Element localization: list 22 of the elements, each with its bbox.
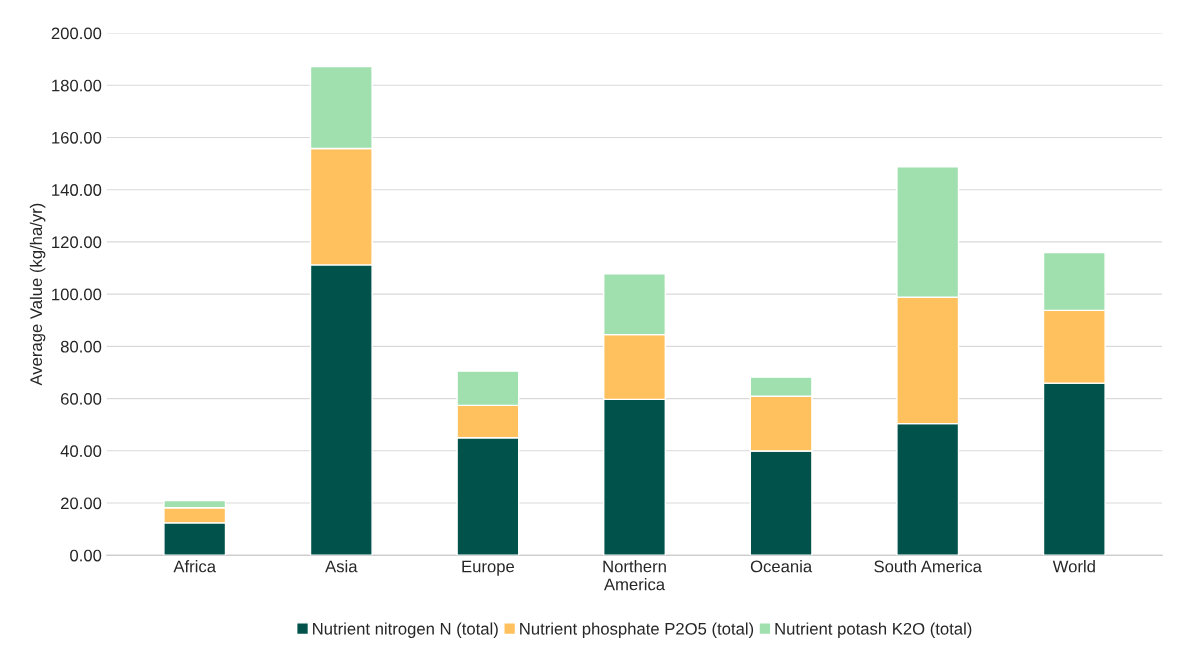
x-tick-label: Northern America <box>603 560 666 591</box>
y-tick-label: 80.00 <box>60 340 102 353</box>
x-tick-label: Oceania <box>750 560 813 573</box>
legend-label: Nutrient phosphate P2O5 (total) <box>520 622 754 638</box>
x-tick-label: Asia <box>325 560 358 573</box>
y-tick-label: 140.00 <box>52 184 102 196</box>
y-tick-label: 160.00 <box>52 131 102 144</box>
y-tick-label: 60.00 <box>61 392 102 405</box>
x-tick-label: South America <box>874 560 982 573</box>
y-tick-label: 180.00 <box>52 79 102 92</box>
legend-label: Nutrient potash K2O (total) <box>775 622 972 638</box>
y-tick-label: 40.00 <box>60 445 102 458</box>
x-tick-label: Europe <box>462 560 515 576</box>
y-tick-label: 20.00 <box>61 497 102 510</box>
y-axis-title: Average Value (kg/ha/yr) <box>29 203 46 386</box>
y-tick-label: 120.00 <box>52 236 102 249</box>
y-tick-label: 200.00 <box>51 27 102 40</box>
x-tick-label: Africa <box>173 560 216 573</box>
y-tick-label: 0.00 <box>70 549 102 562</box>
y-tick-label: 100.00 <box>52 288 102 301</box>
legend-label: Nutrient nitrogen N (total) <box>313 622 498 638</box>
x-tick-label: World <box>1052 560 1095 573</box>
